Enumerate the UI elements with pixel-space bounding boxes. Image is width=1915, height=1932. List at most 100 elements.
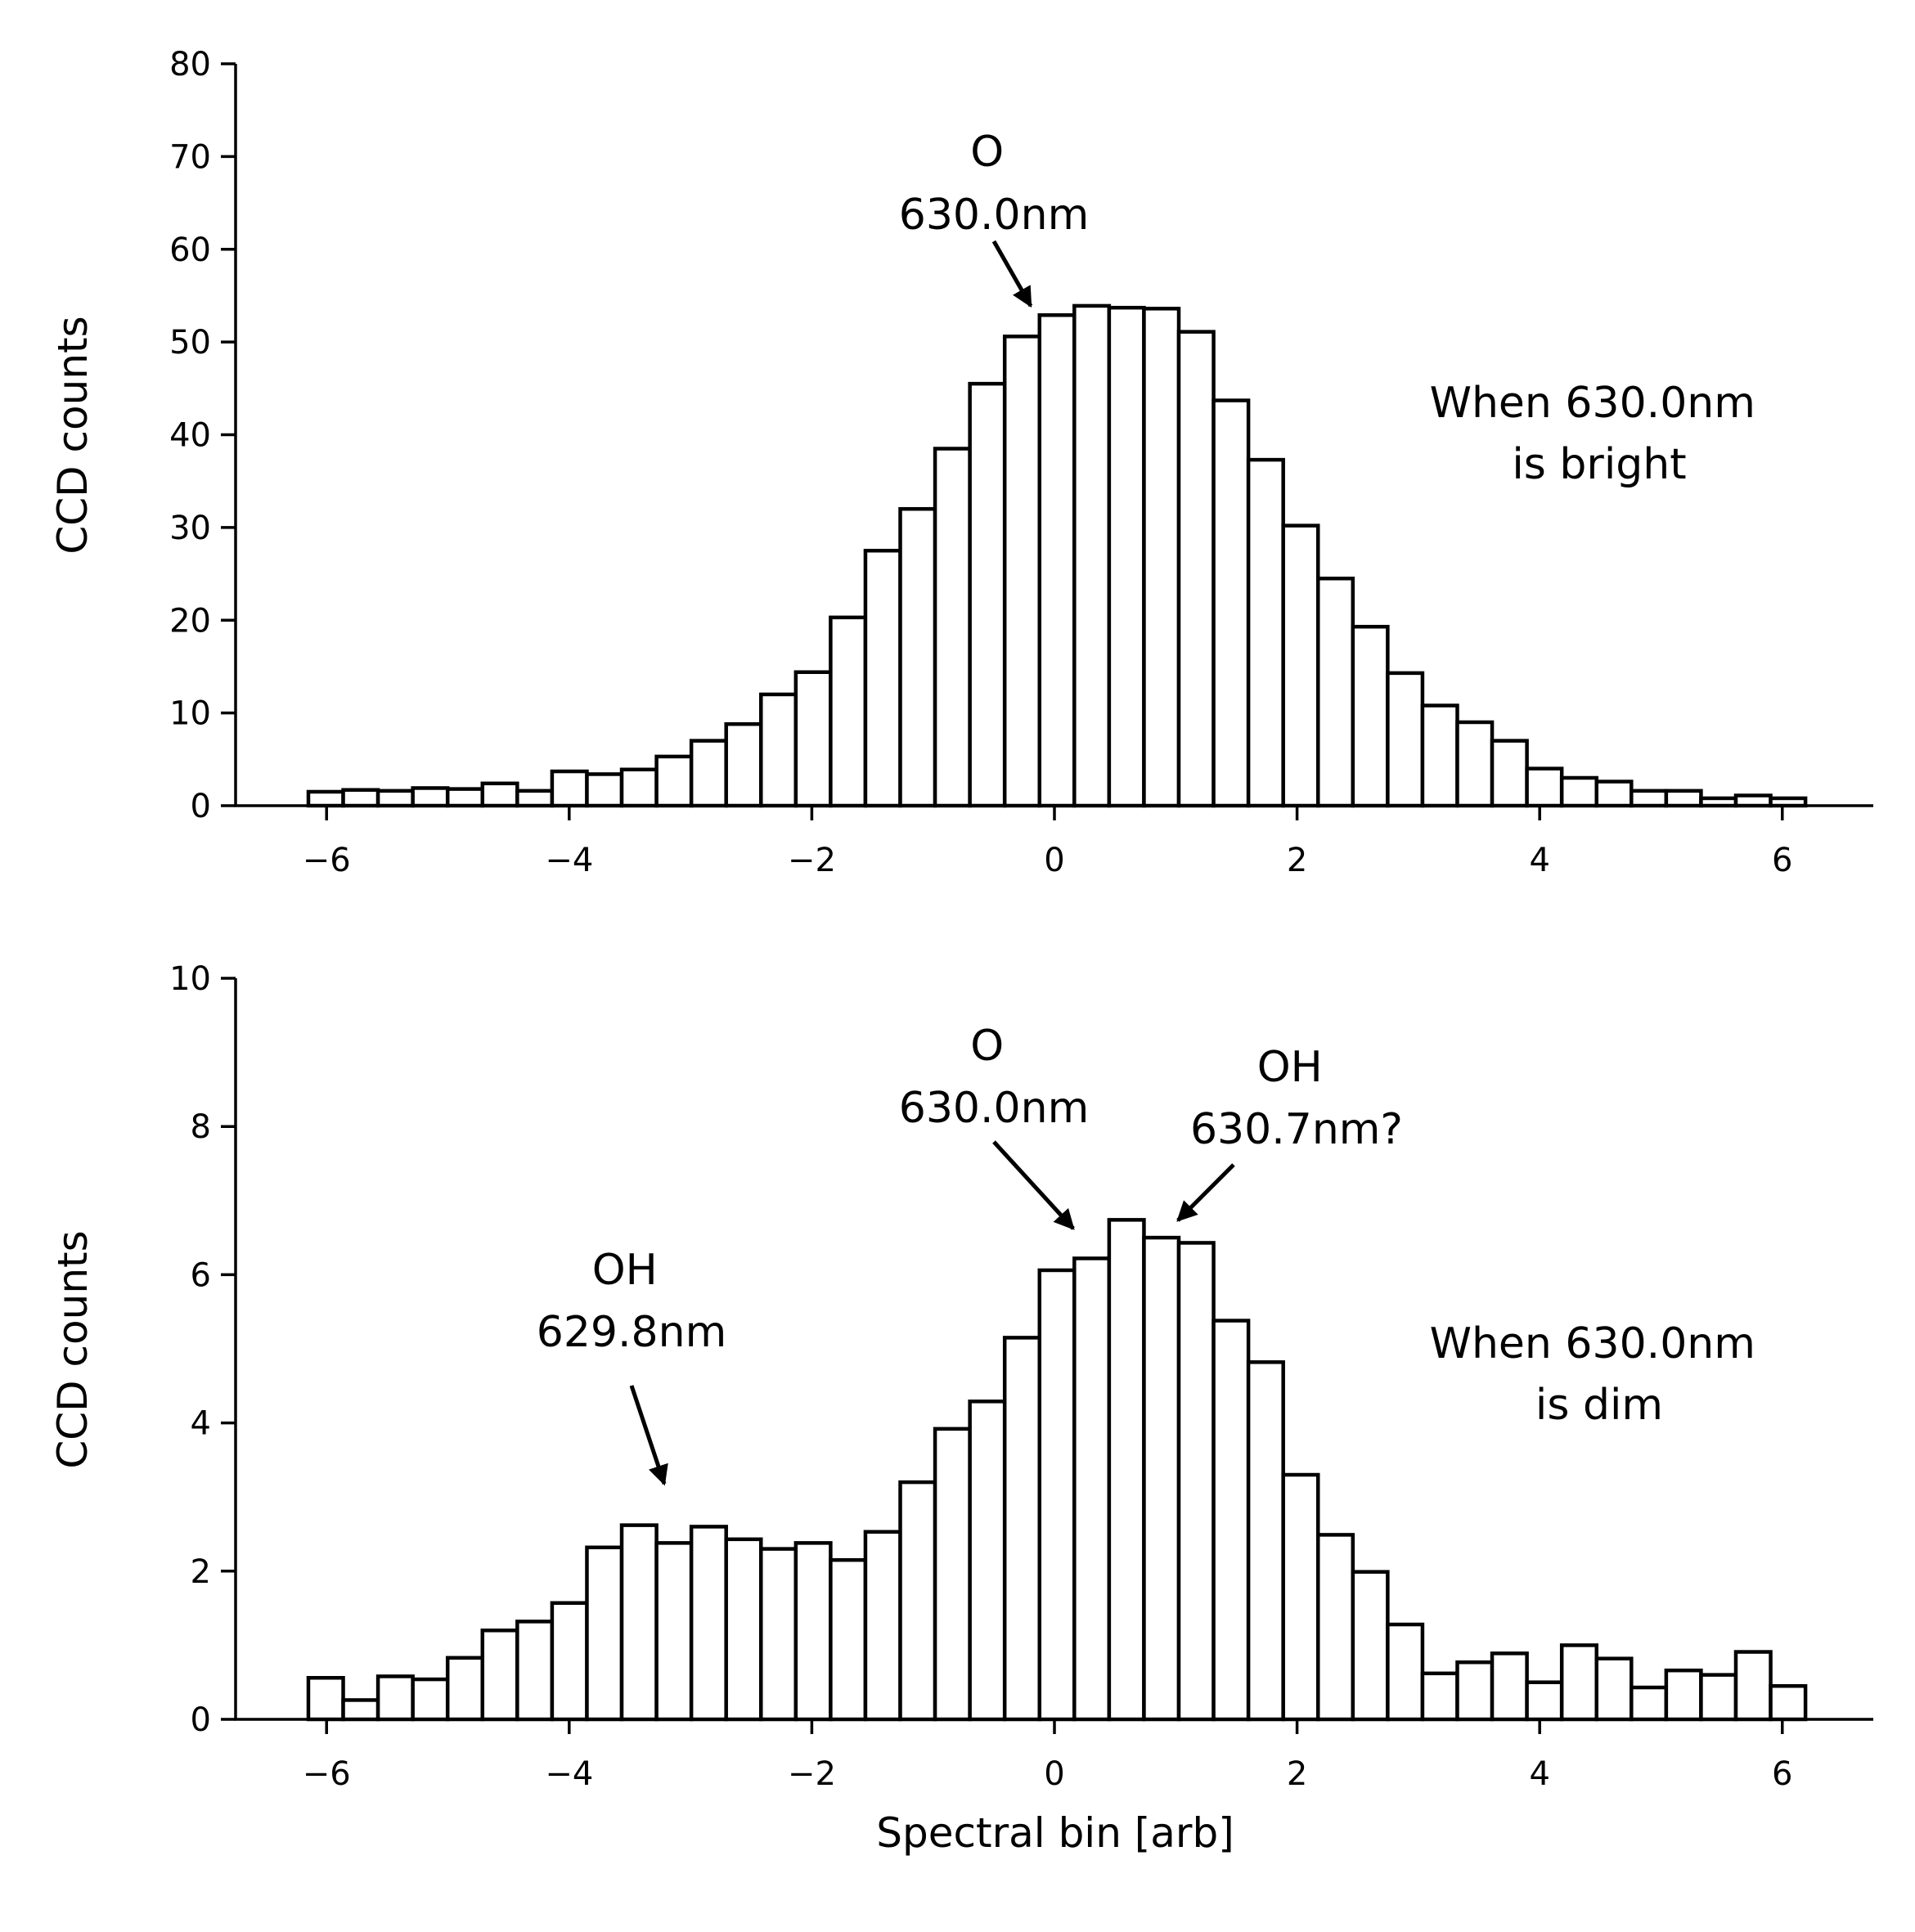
top-bar: [1316, 576, 1355, 808]
top-bar: [1176, 330, 1216, 808]
top-annotation-o-label: O 630.0nm: [899, 128, 1089, 240]
top-xtick-label: −2: [788, 842, 836, 879]
bottom-bar: [1594, 1656, 1634, 1722]
top-bar: [306, 789, 345, 808]
bottom-bar: [1281, 1472, 1320, 1722]
top-bars: [306, 303, 1808, 808]
top-bar: [619, 767, 659, 808]
bottom-ylabel: CCD counts: [49, 1230, 97, 1468]
top-xtick-label: −4: [545, 842, 593, 879]
bottom-bar: [411, 1677, 450, 1722]
bottom-bar: [654, 1541, 694, 1722]
bottom-xtick-label: 0: [1044, 1755, 1064, 1793]
bottom-ytick-label: 10: [169, 960, 211, 998]
bottom-annotation-oh-left-arrow: [629, 1385, 668, 1486]
bottom-bar: [619, 1523, 659, 1722]
bottom-xtick-label: −4: [545, 1755, 593, 1793]
bottom-bar: [898, 1480, 937, 1722]
top-bar: [585, 772, 624, 808]
top-bar: [411, 786, 450, 808]
top-bar: [1594, 780, 1634, 808]
top-bar: [1733, 793, 1773, 808]
top-bar: [863, 548, 902, 808]
bottom-bar: [863, 1530, 902, 1722]
bottom-bar: [724, 1537, 763, 1722]
top-ytick-label: 60: [169, 231, 211, 269]
bottom-bar: [1733, 1650, 1773, 1722]
bottom-bar: [306, 1676, 345, 1722]
top-ytick-label: 40: [169, 417, 211, 455]
bottom-xtick-label: −2: [788, 1755, 836, 1793]
bottom-bar: [585, 1545, 624, 1722]
bottom-bar: [829, 1557, 868, 1722]
top-bar: [375, 789, 415, 808]
bottom-bar: [1037, 1268, 1077, 1722]
bottom-bar: [1002, 1336, 1042, 1722]
bottom-ytick-label: 0: [191, 1701, 211, 1739]
top-bar: [724, 721, 763, 808]
bottom-bar: [1351, 1570, 1390, 1722]
top-ytick-label: 80: [169, 46, 211, 83]
top-ytick-label: 50: [169, 324, 211, 362]
top-bar: [1490, 739, 1529, 808]
top-bar: [1281, 523, 1320, 808]
top-bar: [1525, 766, 1564, 808]
top-bar: [1559, 775, 1598, 808]
bottom-bars: [306, 1218, 1808, 1722]
top-xtick-label: 0: [1044, 842, 1064, 879]
bottom-bar: [759, 1547, 798, 1722]
bottom-annotation-dim: When 630.0nm is dim: [1430, 1319, 1769, 1430]
bottom-bar: [550, 1601, 589, 1722]
bottom-annotation-oh-left-label: OH 629.8nm: [537, 1246, 726, 1357]
bottom-bar: [1107, 1218, 1146, 1722]
top-bar: [1072, 303, 1112, 808]
bottom-bar: [1386, 1622, 1425, 1722]
bottom-annotation-o-arrow: [992, 1140, 1075, 1230]
bottom-bar: [1072, 1256, 1112, 1722]
top-xtick-label: 6: [1772, 842, 1792, 879]
top-bar: [1455, 720, 1495, 808]
bottom-bar: [1211, 1319, 1251, 1722]
top-bar: [1246, 457, 1285, 808]
bottom-bar: [480, 1629, 519, 1722]
bottom-xtick-label: 2: [1287, 1755, 1307, 1793]
top-bar: [1420, 703, 1459, 808]
bottom-xtick-label: 4: [1529, 1755, 1549, 1793]
bottom-bar: [1490, 1651, 1529, 1722]
bottom-bar: [515, 1620, 555, 1722]
top-bar: [1002, 335, 1042, 808]
bottom-bar: [341, 1698, 380, 1722]
bottom-xlabel: Spectral bin [arb]: [876, 1809, 1234, 1857]
top-xtick-label: 2: [1287, 842, 1307, 879]
top-ytick-label: 0: [191, 788, 211, 825]
bottom-bar: [1630, 1685, 1669, 1722]
bottom-bar: [445, 1656, 485, 1722]
bottom-ytick-label: 4: [191, 1405, 211, 1443]
top-bar: [898, 506, 937, 808]
top-ylabel: CCD counts: [49, 316, 97, 554]
panel-bottom: −6 −4 −2 0 2 4 6 0 2 4 6 8 10 CCD counts Spectral bi…: [49, 960, 1873, 1857]
bottom-ticks: −6 −4 −2 0 2 4 6 0 2 4 6 8 10: [169, 960, 1792, 1793]
bottom-bar: [1246, 1360, 1285, 1722]
bottom-bar: [793, 1541, 833, 1722]
bottom-bar: [1316, 1533, 1355, 1722]
bottom-xtick-label: −6: [303, 1755, 351, 1793]
top-bar: [445, 787, 485, 808]
top-bar: [1351, 624, 1390, 808]
top-bar: [933, 447, 972, 808]
top-bar: [480, 781, 519, 808]
bottom-bar: [1142, 1235, 1181, 1722]
top-xtick-label: −6: [303, 842, 351, 879]
top-bar: [1664, 789, 1703, 808]
bottom-bar: [689, 1525, 728, 1722]
top-xtick-label: 4: [1529, 842, 1549, 879]
bottom-annotation-o-label: O 630.0nm: [899, 1022, 1089, 1133]
top-bar: [1630, 789, 1669, 808]
bottom-bar: [1559, 1643, 1598, 1722]
top-bar: [793, 670, 833, 808]
bottom-bar: [375, 1674, 415, 1722]
bottom-bar: [1176, 1241, 1216, 1722]
